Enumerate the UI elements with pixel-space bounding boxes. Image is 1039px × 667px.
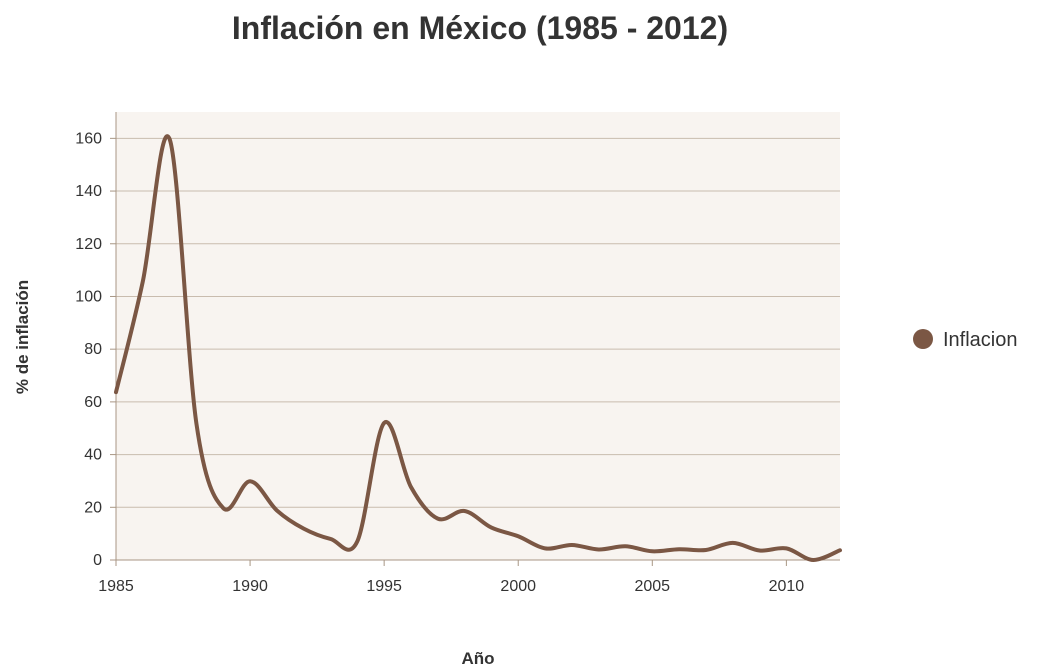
data-point[interactable] <box>570 543 574 547</box>
y-tick-label: 0 <box>93 552 102 569</box>
data-point[interactable] <box>436 517 440 521</box>
x-tick-label: 2000 <box>500 578 536 595</box>
data-point[interactable] <box>838 548 842 552</box>
data-point[interactable] <box>623 544 627 548</box>
data-point[interactable] <box>489 526 493 530</box>
y-axis-ticks: 0 20 40 60 80 100 120 140 160 <box>75 130 116 569</box>
data-point[interactable] <box>302 527 306 531</box>
data-point[interactable] <box>409 485 413 489</box>
plot-background <box>116 112 840 560</box>
data-point[interactable] <box>141 279 145 283</box>
data-point[interactable] <box>543 546 547 550</box>
data-point[interactable] <box>784 546 788 550</box>
chart-title: Inflación en México (1985 - 2012) <box>232 10 728 46</box>
data-point[interactable] <box>382 421 386 425</box>
y-tick-label: 60 <box>84 394 102 411</box>
y-tick-label: 120 <box>75 236 102 253</box>
series-line-inflacion <box>114 134 842 562</box>
data-point[interactable] <box>221 506 225 510</box>
legend-marker-inflacion <box>913 329 933 349</box>
data-point[interactable] <box>516 534 520 538</box>
data-point[interactable] <box>731 541 735 545</box>
data-point[interactable] <box>758 549 762 553</box>
legend[interactable]: Inflacion <box>913 329 1018 351</box>
data-point[interactable] <box>275 508 279 512</box>
legend-label-inflacion: Inflacion <box>943 329 1018 351</box>
series-layer <box>114 134 842 562</box>
data-point[interactable] <box>463 509 467 513</box>
data-point[interactable] <box>114 390 118 394</box>
y-tick-label: 160 <box>75 130 102 147</box>
y-tick-label: 100 <box>75 288 102 305</box>
y-tick-label: 140 <box>75 183 102 200</box>
x-tick-label: 1990 <box>232 578 268 595</box>
data-point[interactable] <box>355 539 359 543</box>
y-tick-label: 80 <box>84 341 102 358</box>
x-axis-ticks: 1985 1990 1995 2000 2005 2010 <box>98 560 804 595</box>
data-point[interactable] <box>329 537 333 541</box>
data-point[interactable] <box>704 548 708 552</box>
data-point[interactable] <box>248 479 252 483</box>
data-point[interactable] <box>811 558 815 562</box>
data-point[interactable] <box>650 549 654 553</box>
x-axis-title: Año <box>461 649 494 667</box>
y-axis-title: % de inflación <box>13 280 32 394</box>
x-tick-label: 2005 <box>634 578 670 595</box>
data-point[interactable] <box>597 547 601 551</box>
x-tick-label: 2010 <box>769 578 805 595</box>
y-tick-label: 20 <box>84 499 102 516</box>
data-point[interactable] <box>194 422 198 426</box>
y-tick-label: 40 <box>84 447 102 464</box>
plot-area <box>115 112 840 561</box>
data-point[interactable] <box>168 137 172 141</box>
x-tick-label: 1995 <box>366 578 402 595</box>
data-point[interactable] <box>677 547 681 551</box>
x-tick-label: 1985 <box>98 578 134 595</box>
